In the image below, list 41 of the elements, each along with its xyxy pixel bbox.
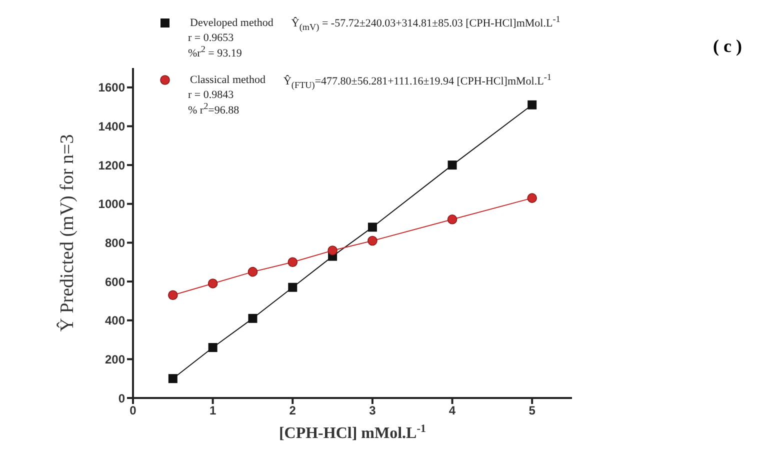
point <box>528 100 537 110</box>
y-axis-title: Ŷ Predicted (mV) for n=3 <box>56 134 78 332</box>
y-tick-label: 1200 <box>98 158 126 172</box>
y-tick-label: 1000 <box>98 197 126 212</box>
x-tick-label: 4 <box>448 404 456 418</box>
legend-label: Developed method <box>190 16 274 29</box>
y-tick-label: 800 <box>104 236 126 250</box>
legend-label: Classical method <box>190 74 266 86</box>
y-tick-label: 1400 <box>98 119 126 134</box>
y-tick-label: 200 <box>104 352 126 366</box>
point <box>248 314 258 323</box>
y-tick-label: 1600 <box>98 80 126 95</box>
y-tick-label: 0 <box>118 391 126 406</box>
x-tick-label: 1 <box>209 404 216 418</box>
annotation: % r$^{2}$=96.88 <box>188 101 240 117</box>
y-tick-label: 400 <box>104 314 126 328</box>
point <box>168 374 178 384</box>
point <box>248 266 258 277</box>
annotation: Ŷ$_{(FTU)}$=477.80±56.281+111.16±19.94 [CPH-HCl]mMol.L$^{-1}$ <box>283 72 552 90</box>
point <box>368 236 378 246</box>
point <box>368 222 377 232</box>
x-tick-label: 0 <box>130 404 137 418</box>
text: r = 0.9653 <box>188 32 235 44</box>
x-tick-label: 5 <box>528 404 536 418</box>
text: %r$^{2}$ = 93.19 <box>188 44 243 60</box>
x-tick-label: 3 <box>369 404 376 418</box>
x-tick-label: 2 <box>289 404 296 418</box>
y-tick-label: 600 <box>104 274 126 289</box>
point <box>328 246 338 256</box>
point <box>447 214 458 224</box>
point <box>288 257 298 268</box>
text: ( c ) <box>713 36 742 57</box>
point <box>208 278 218 288</box>
annotation: r = 0.9843 <box>188 89 235 102</box>
point <box>288 282 298 292</box>
point <box>208 343 218 352</box>
point <box>448 160 457 170</box>
x-axis-title: [CPH-HCl] mMol.L$^{-1}$ <box>278 423 426 442</box>
point <box>527 193 537 203</box>
point <box>168 290 178 300</box>
text: Ŷ$_{(mV)}$ = -57.72±240.03+314.81±85.03 [CPH-HCl]mMol.L$^{-1}$ <box>291 14 560 32</box>
